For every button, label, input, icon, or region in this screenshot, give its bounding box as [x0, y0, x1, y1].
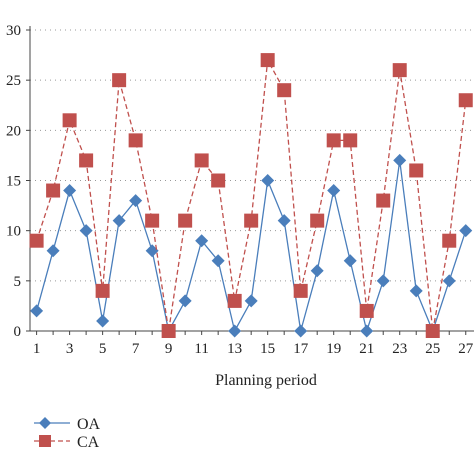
- y-tick-label: 15: [6, 174, 21, 190]
- series-ca-point: [310, 213, 325, 228]
- y-tick-label: 30: [6, 23, 21, 39]
- series-ca-point: [227, 293, 242, 308]
- x-tick-label: 27: [458, 341, 474, 357]
- series-oa-point: [79, 224, 93, 238]
- series-ca-point: [62, 113, 77, 128]
- x-tick-label: 19: [326, 341, 341, 357]
- series-ca-point: [260, 53, 275, 68]
- series-ca-point: [458, 93, 473, 108]
- series-oa-point: [409, 284, 423, 298]
- series-ca-point: [145, 213, 160, 228]
- series-oa-point: [195, 234, 209, 248]
- series-ca-point: [343, 133, 358, 148]
- x-axis-title: Planning period: [215, 372, 317, 389]
- series-ca-point: [29, 233, 44, 248]
- series-ca-point: [79, 153, 94, 168]
- series-ca-point: [442, 233, 457, 248]
- series-ca-point: [244, 213, 259, 228]
- legend-marker-oa: [39, 417, 51, 429]
- series-oa-point: [442, 274, 456, 288]
- legend-label-ca: CA: [77, 434, 100, 451]
- x-tick-label: 15: [260, 341, 275, 357]
- x-tick-label: 23: [392, 341, 407, 357]
- series-oa-point: [211, 254, 225, 268]
- series-ca-point: [376, 193, 391, 208]
- series-oa-point: [459, 224, 473, 238]
- legend-item-ca: CA: [34, 434, 100, 451]
- legend-marker-ca: [39, 435, 51, 447]
- series-oa-point: [228, 324, 242, 338]
- series-oa-point: [46, 244, 60, 258]
- series-ca-point: [128, 133, 143, 148]
- series-oa-point: [393, 153, 407, 167]
- series-oa-point: [129, 194, 143, 208]
- y-tick-label: 5: [14, 274, 22, 290]
- series-oa-point: [261, 174, 275, 187]
- series-ca-point: [293, 283, 308, 298]
- series-ca-point: [46, 183, 61, 198]
- x-tick-label: 13: [227, 341, 242, 357]
- y-tick-label: 0: [14, 324, 22, 340]
- series-ca-point: [392, 63, 407, 78]
- series-oa-point: [310, 264, 324, 278]
- legend-label-oa: OA: [77, 416, 101, 433]
- series-ca-point: [359, 303, 374, 318]
- series-ca-point: [112, 73, 127, 88]
- series-oa: [30, 153, 473, 338]
- x-tick-label: 7: [132, 341, 140, 357]
- series-ca-point: [178, 213, 193, 228]
- series-ca-point: [211, 173, 226, 188]
- legend-item-oa: OA: [34, 416, 101, 433]
- series-oa-point: [376, 274, 390, 288]
- y-tick-label: 10: [6, 224, 21, 240]
- series-oa-point: [63, 184, 77, 198]
- y-axis-ticks: 0 5 10 15 20 25 30: [6, 23, 30, 340]
- x-tick-label: 21: [359, 341, 374, 357]
- x-tick-label: 5: [99, 341, 107, 357]
- series-ca-point: [409, 163, 424, 178]
- series-ca-point: [95, 283, 110, 298]
- series-oa-point: [360, 324, 374, 338]
- series-ca-point: [194, 153, 209, 168]
- series-oa-point: [145, 244, 159, 258]
- series-oa-point: [178, 294, 192, 308]
- series-layer: [29, 53, 473, 338]
- series-ca-point: [161, 324, 176, 338]
- series-oa-point: [277, 214, 291, 228]
- grid-lines: [30, 29, 474, 282]
- series-oa-point: [294, 324, 308, 338]
- x-axis-ticks: 1 3 5 7 9 11 13 15 17 19 21 23 25 27: [33, 331, 474, 357]
- series-ca-point: [326, 133, 341, 148]
- series-oa-point: [30, 304, 44, 318]
- series-ca: [29, 53, 473, 338]
- x-tick-label: 1: [33, 341, 41, 357]
- x-tick-label: 9: [165, 341, 173, 357]
- series-ca-point: [425, 324, 440, 338]
- series-oa-point: [343, 254, 357, 268]
- x-tick-label: 3: [66, 341, 74, 357]
- series-oa-point: [244, 294, 258, 308]
- series-oa-point: [96, 314, 110, 328]
- series-oa-point: [327, 184, 341, 198]
- x-tick-label: 25: [425, 341, 440, 357]
- y-tick-label: 20: [6, 123, 21, 139]
- x-tick-label: 17: [293, 341, 309, 357]
- y-tick-label: 25: [6, 73, 21, 89]
- series-oa-point: [112, 214, 126, 228]
- series-ca-point: [277, 83, 292, 98]
- x-tick-label: 11: [194, 341, 208, 357]
